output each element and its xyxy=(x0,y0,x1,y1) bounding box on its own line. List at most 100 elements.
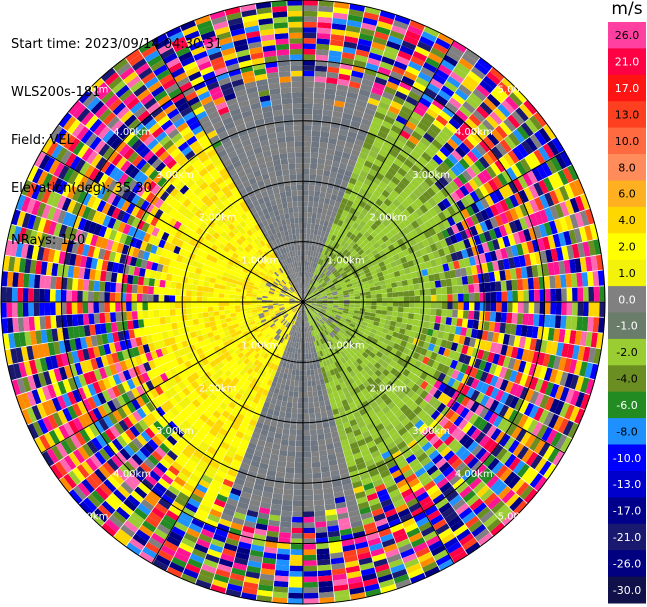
velocity-gate xyxy=(442,172,453,184)
velocity-gate xyxy=(403,307,410,313)
velocity-gate xyxy=(500,312,507,323)
velocity-gate xyxy=(574,212,584,228)
velocity-gate xyxy=(343,276,350,281)
velocity-gate xyxy=(93,302,100,313)
velocity-gate xyxy=(354,54,368,63)
velocity-gate xyxy=(481,242,490,253)
velocity-gate xyxy=(316,284,322,289)
velocity-gate xyxy=(461,53,477,66)
velocity-gate xyxy=(375,154,386,163)
velocity-gate xyxy=(316,553,330,561)
velocity-gate xyxy=(308,185,315,191)
velocity-gate xyxy=(402,347,410,355)
velocity-gate xyxy=(364,338,372,345)
velocity-gate xyxy=(317,569,332,577)
velocity-gate xyxy=(309,168,317,175)
velocity-gate xyxy=(330,267,336,273)
velocity-gate xyxy=(490,162,502,176)
velocity-gate xyxy=(470,147,483,160)
velocity-gate xyxy=(202,312,209,318)
velocity-gate xyxy=(213,311,220,317)
velocity-gate xyxy=(428,173,439,184)
velocity-gate xyxy=(376,326,384,333)
velocity-gate xyxy=(435,114,449,127)
velocity-gate xyxy=(198,318,205,325)
velocity-gate xyxy=(522,172,533,187)
velocity-gate xyxy=(430,351,438,361)
velocity-gate xyxy=(503,407,514,420)
velocity-gate xyxy=(309,306,315,311)
velocity-gate xyxy=(303,462,312,469)
velocity-gate xyxy=(405,120,417,131)
velocity-gate xyxy=(514,384,524,398)
velocity-gate xyxy=(389,211,398,220)
velocity-gate xyxy=(436,362,445,373)
velocity-gate xyxy=(303,516,315,523)
velocity-gate xyxy=(345,30,360,39)
velocity-gate xyxy=(343,323,350,328)
velocity-gate xyxy=(354,304,361,308)
velocity-gate xyxy=(388,340,396,348)
velocity-gate xyxy=(303,554,317,561)
velocity-gate xyxy=(333,298,339,301)
velocity-gate xyxy=(28,302,34,317)
velocity-gate xyxy=(484,373,494,385)
velocity-gate xyxy=(332,296,339,299)
velocity-gate xyxy=(506,423,518,437)
velocity-gate xyxy=(318,287,324,292)
velocity-gate xyxy=(458,259,466,269)
velocity-gate xyxy=(385,231,394,240)
velocity-gate xyxy=(376,71,390,81)
velocity-gate xyxy=(295,369,300,376)
velocity-gate xyxy=(315,532,328,539)
velocity-gate xyxy=(314,290,320,295)
velocity-gate xyxy=(323,220,329,227)
velocity-gate xyxy=(364,68,378,77)
velocity-gate xyxy=(350,278,357,284)
velocity-gate xyxy=(453,415,464,427)
velocity-gate xyxy=(303,457,312,463)
velocity-gate xyxy=(316,306,322,309)
velocity-gate xyxy=(344,35,359,44)
velocity-gate xyxy=(333,155,342,163)
velocity-gate xyxy=(374,369,382,377)
velocity-gate xyxy=(574,375,585,392)
velocity-gate xyxy=(293,391,299,398)
velocity-gate xyxy=(554,315,562,329)
velocity-gate xyxy=(223,302,230,307)
velocity-gate xyxy=(587,317,594,332)
velocity-gate xyxy=(417,170,428,181)
velocity-gate xyxy=(333,303,339,306)
velocity-gate xyxy=(77,290,83,302)
velocity-gate xyxy=(361,165,371,174)
velocity-gate xyxy=(317,202,324,209)
velocity-gate xyxy=(196,302,203,308)
velocity-gate xyxy=(319,455,329,462)
velocity-gate xyxy=(474,404,485,416)
velocity-gate xyxy=(343,41,358,49)
velocity-gate xyxy=(303,76,315,82)
velocity-gate xyxy=(343,217,351,224)
velocity-gate xyxy=(365,308,371,313)
velocity-gate xyxy=(245,304,252,308)
velocity-gate xyxy=(303,288,306,294)
velocity-gate xyxy=(461,384,471,396)
velocity-gate xyxy=(388,202,398,212)
velocity-gate xyxy=(329,199,336,206)
velocity-gate xyxy=(98,302,105,313)
velocity-gate xyxy=(492,353,501,365)
velocity-gate xyxy=(429,78,444,90)
velocity-gate xyxy=(569,181,580,197)
velocity-gate xyxy=(501,100,515,114)
velocity-gate xyxy=(342,312,348,317)
velocity-gate xyxy=(104,312,111,323)
velocity-gate xyxy=(369,47,384,56)
velocity-gate xyxy=(281,510,292,517)
velocity-gate xyxy=(377,167,388,177)
velocity-gate xyxy=(524,434,537,449)
velocity-gate xyxy=(405,273,413,280)
velocity-gate xyxy=(417,41,432,52)
velocity-gate xyxy=(494,214,504,227)
velocity-gate xyxy=(355,217,363,225)
velocity-gate xyxy=(367,279,375,285)
